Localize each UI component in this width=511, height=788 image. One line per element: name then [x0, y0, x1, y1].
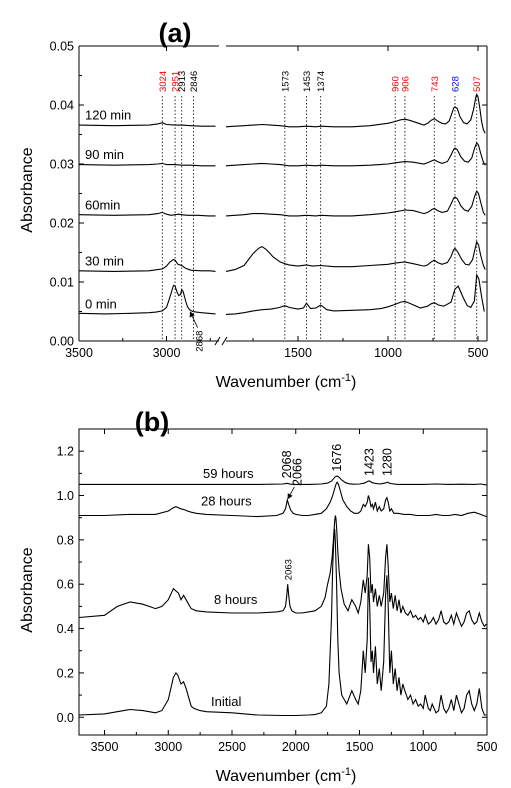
panel-a-axes: 0.00 0.01 0.02 0.03 0.04 0.05 3500 3000 1500 1000… [50, 40, 489, 361]
series-line-0-min-segment-2 [225, 272, 485, 315]
annotation-arrow-2066 [287, 486, 295, 500]
panel-a-axis-break-mark [221, 336, 228, 346]
peak-marker-label-906: 906 [400, 76, 411, 92]
panel-b-x-tick-label: 1500 [346, 740, 374, 754]
peak-marker-label-2951: 2951 [171, 71, 182, 92]
series-label-0-min: 0 min [85, 296, 117, 311]
series-line-8-hours [78, 515, 487, 628]
panel-a-y-tick-label: 0.01 [50, 276, 74, 290]
panel-a-series [78, 93, 486, 315]
panel-b-x-tick-label: 2500 [218, 740, 246, 754]
panel-b: (b) Absorbance Wavenumber (cm-1) Initial… [19, 407, 497, 785]
panel-b-y-tick-label: 1.0 [57, 489, 74, 503]
panel-a-label: (a) [159, 18, 192, 48]
panel-a-x-tick-label: 1000 [374, 346, 402, 360]
peak-marker-label-1573: 1573 [280, 71, 291, 92]
panel-b-x-axis-title: Wavenumber (cm-1) [216, 766, 357, 785]
panel-a-x-axis-title: Wavenumber (cm-1) [216, 372, 357, 391]
panel-a-x-tick-label: 3000 [153, 346, 181, 360]
series-line-28-hours [79, 481, 487, 518]
panel-b-y-tick-label: 1.2 [57, 445, 74, 459]
panel-b-y-tick-label: 0.2 [57, 666, 74, 680]
panel-a-x-tick-label: 3500 [65, 346, 93, 360]
peak-marker-label-628: 628 [450, 76, 461, 92]
panel-a-x-axis-title-main: Wavenumber (cm [216, 374, 342, 391]
panel-b-y-axis-title: Absorbance [19, 547, 36, 632]
series-line-120-min-segment-2 [225, 93, 486, 134]
peak-marker-label-3024: 3024 [158, 71, 169, 92]
panel-b-frame [78, 428, 488, 736]
annotation-label-2063: 2063 [284, 559, 295, 580]
peak-marker-label-2913: 2913 [177, 71, 188, 92]
series-label-8-hours: 8 hours [214, 592, 258, 607]
panel-a: (a) Absorbance Wavenumber (cm-1) 3024 295… [19, 18, 488, 391]
annotation-label-1676: 1676 [330, 444, 344, 472]
panel-b-x-axis-title-sup: -1 [341, 766, 351, 778]
annotation-arrow-2868 [189, 311, 198, 328]
series-line-59-hours [79, 475, 487, 486]
peak-marker-label-743: 743 [430, 76, 441, 92]
panel-a-y-tick-label: 0.04 [50, 99, 74, 113]
peak-marker-label-507: 507 [472, 76, 483, 92]
panel-b-y-tick-label: 0.0 [57, 711, 74, 725]
annotation-label-2068: 2068 [280, 450, 294, 478]
series-line-90-min-segment-2 [225, 141, 486, 167]
panel-a-y-tick-label: 0.05 [50, 40, 74, 54]
panel-b-axes: 0.0 0.2 0.4 0.6 0.8 1.0 1.2 3500 3000 2500 2000 150… [57, 428, 498, 754]
panel-a-axis-break-mark [214, 336, 221, 346]
panel-b-series-labels: Initial 8 hours 28 hours 59 hours [201, 466, 258, 709]
panel-b-x-tick-label: 3000 [154, 740, 182, 754]
panel-a-x-axis-title-end: ) [351, 374, 356, 391]
panel-a-x-tick-label: 1500 [284, 346, 312, 360]
series-line-30-min-segment-1 [78, 258, 216, 272]
peak-marker-label-1374: 1374 [316, 71, 327, 92]
series-line-30-min-segment-2 [225, 240, 486, 272]
series-label-90-min: 90 min [85, 147, 124, 162]
panel-b-label: (b) [135, 407, 169, 437]
panel-b-x-tick-label: 3500 [91, 740, 119, 754]
panel-a-annotations: 2868 [189, 311, 206, 352]
annotation-label-1423: 1423 [362, 448, 376, 476]
panel-a-y-tick-label: 0.00 [50, 335, 74, 349]
series-line-60min-segment-1 [78, 211, 216, 217]
series-label-60min: 60min [85, 197, 120, 212]
annotation-label-1280: 1280 [381, 448, 395, 476]
peak-marker-label-960: 960 [391, 76, 402, 92]
series-line-90-min-segment-1 [78, 162, 216, 167]
panel-b-x-axis-title-end: ) [351, 768, 356, 785]
panel-a-y-tick-label: 0.03 [50, 158, 74, 172]
panel-a-y-tick-label: 0.02 [50, 217, 74, 231]
panel-a-series-labels: 0 min 30 min 60min 90 min 120 min [85, 108, 131, 312]
panel-a-y-axis-title: Absorbance [19, 147, 36, 232]
panel-a-x-axis-title-sup: -1 [341, 372, 351, 384]
panel-b-x-tick-label: 500 [477, 740, 498, 754]
peak-marker-label-1453: 1453 [302, 71, 313, 92]
panel-b-series [78, 475, 487, 717]
peak-marker-label-2846: 2846 [189, 71, 200, 92]
series-label-initial: Initial [211, 694, 241, 709]
panel-b-y-tick-label: 0.8 [57, 533, 74, 547]
series-line-120-min-segment-1 [78, 122, 216, 127]
annotation-label-2868: 2868 [195, 331, 206, 352]
panel-b-x-tick-label: 1000 [409, 740, 437, 754]
panel-b-x-tick-label: 2000 [282, 740, 310, 754]
series-label-59-hours: 59 hours [203, 466, 254, 481]
panel-b-y-tick-label: 0.6 [57, 578, 74, 592]
series-label-28-hours: 28 hours [201, 494, 252, 509]
series-label-120-min: 120 min [85, 108, 131, 123]
annotation-label-2066: 2066 [290, 458, 304, 486]
panel-b-x-axis-title-main: Wavenumber (cm [216, 768, 342, 785]
panel-b-y-tick-label: 0.4 [57, 622, 74, 636]
series-label-30-min: 30 min [85, 253, 124, 268]
panel-a-x-tick-label: 500 [468, 346, 489, 360]
series-line-60min-segment-2 [225, 189, 486, 217]
series-line-initial [78, 528, 487, 717]
